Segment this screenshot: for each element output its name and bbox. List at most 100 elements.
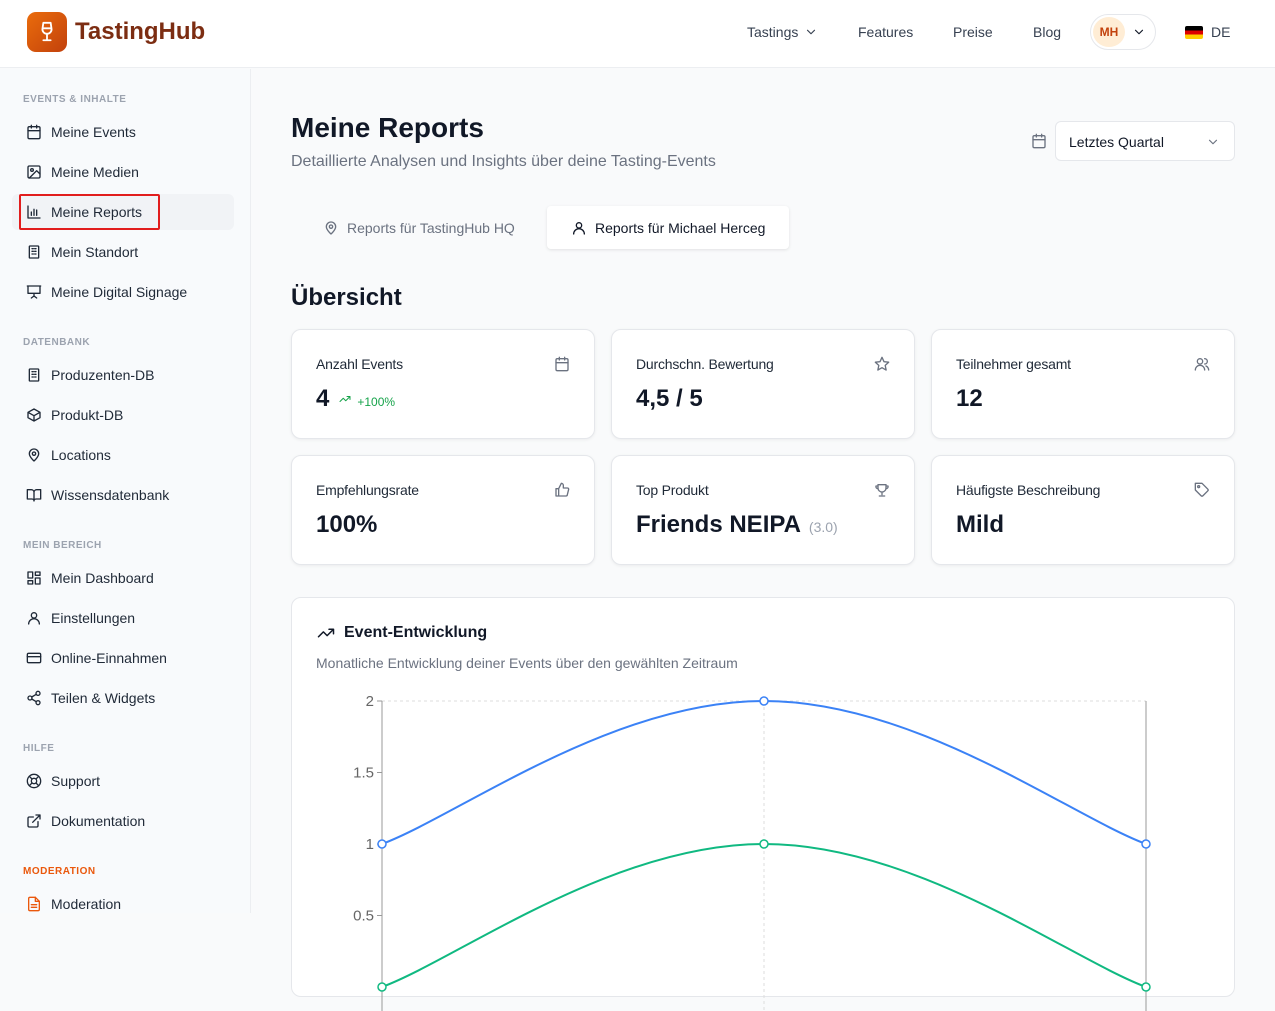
- stat-label: Top Produkt: [636, 482, 709, 498]
- language-label: DE: [1211, 24, 1231, 40]
- trending-up-icon: [317, 628, 335, 638]
- user-menu[interactable]: MH: [1090, 14, 1156, 50]
- book-icon: [26, 489, 42, 502]
- sidebar-item-teilen-widgets[interactable]: Teilen & Widgets: [12, 680, 234, 716]
- sidebar-item-wissensdatenbank[interactable]: Wissensdatenbank: [12, 477, 234, 513]
- map-pin-icon: [325, 220, 337, 235]
- chart-title: Event-Entwicklung: [344, 624, 488, 641]
- sidebar-section-title: MEIN BEREICH: [23, 540, 102, 551]
- german-flag-icon: [1185, 25, 1203, 39]
- y-tick-label: 0.5: [353, 908, 374, 925]
- stat-card-empfehlungsrate: Empfehlungsrate 100%: [291, 455, 595, 565]
- data-point[interactable]: [1141, 982, 1151, 992]
- sidebar-item-label: Einstellungen: [51, 610, 136, 626]
- stat-card-teilnehmer-gesamt: Teilnehmer gesamt 12: [931, 329, 1235, 439]
- event-development-card: Event-Entwicklung Monatliche Entwicklung…: [291, 597, 1235, 1011]
- brand-name[interactable]: TastingHub: [75, 18, 206, 45]
- share-icon: [27, 690, 41, 706]
- stat-label: Anzahl Events: [316, 356, 403, 372]
- stat-value: 4,5 / 5: [636, 385, 703, 412]
- sidebar-item-label: Online-Einnahmen: [51, 650, 167, 666]
- thumbs-up-icon: [555, 482, 570, 497]
- sidebar-item-support[interactable]: Support: [12, 763, 234, 799]
- stat-value: Friends NEIPA: [636, 511, 801, 538]
- sidebar-item-produkt-db[interactable]: Produkt-DB: [12, 397, 234, 433]
- stat-value: 100%: [316, 511, 378, 538]
- sidebar-item-moderation[interactable]: Moderation: [12, 886, 234, 922]
- avatar: MH: [1093, 17, 1125, 47]
- stat-card-top-produkt: Top Produkt Friends NEIPA (3.0): [611, 455, 915, 565]
- sidebar-item-meine-digital-signage[interactable]: Meine Digital Signage: [12, 274, 234, 310]
- tab-michael-herceg[interactable]: Reports für Michael Herceg: [547, 206, 789, 249]
- chart-subtitle: Monatliche Entwicklung deiner Events übe…: [316, 655, 738, 671]
- sidebar-item-locations[interactable]: Locations: [12, 437, 234, 473]
- sidebar-item-mein-dashboard[interactable]: Mein Dashboard: [12, 560, 234, 596]
- user-icon: [573, 221, 585, 235]
- sidebar-item-dokumentation[interactable]: Dokumentation: [12, 803, 234, 839]
- sidebar: EVENTS & INHALTE Meine Events Meine Medien…: [0, 69, 251, 913]
- sidebar-item-label: Dokumentation: [51, 813, 146, 829]
- nav-features[interactable]: Features: [858, 24, 914, 40]
- sidebar-item-online-einnahmen[interactable]: Online-Einnahmen: [12, 640, 234, 676]
- language-switcher[interactable]: DE: [1185, 24, 1230, 40]
- sidebar-item-label: Support: [51, 773, 101, 789]
- page-subtitle: Detaillierte Analysen und Insights über …: [291, 153, 716, 170]
- sidebar-item-label: Moderation: [51, 896, 122, 912]
- nav-blog[interactable]: Blog: [1033, 24, 1062, 40]
- stat-trend: +100%: [357, 395, 396, 409]
- wine-glass-icon: [41, 21, 53, 42]
- y-tick-label: 1: [366, 836, 374, 853]
- data-point[interactable]: [759, 696, 769, 706]
- stat-card-anzahl-events: Anzahl Events 4 +100%: [291, 329, 595, 439]
- stat-label: Durchschn. Bewertung: [636, 356, 774, 372]
- logo[interactable]: [27, 12, 67, 52]
- period-value: Letztes Quartal: [1069, 134, 1164, 150]
- sidebar-section-title: MODERATION: [23, 866, 96, 877]
- credit-card-icon: [26, 652, 42, 664]
- sidebar-item-mein-standort[interactable]: Mein Standort: [12, 234, 234, 270]
- sidebar-item-label: Teilen & Widgets: [51, 690, 156, 706]
- chevron-down-icon: [1134, 29, 1144, 35]
- sidebar-item-label: Produkt-DB: [51, 407, 124, 423]
- data-point[interactable]: [377, 839, 387, 849]
- stat-value: 4: [316, 385, 330, 412]
- user-icon: [28, 612, 40, 625]
- calendar-icon: [1032, 133, 1046, 149]
- sidebar-item-produzenten-db[interactable]: Produzenten-DB: [12, 357, 234, 393]
- external-link-icon: [27, 814, 41, 828]
- map-pin-icon: [28, 448, 40, 462]
- sidebar-item-label: Meine Events: [51, 124, 136, 140]
- tab-tastinghub-hq[interactable]: Reports für TastingHub HQ: [323, 206, 515, 249]
- sidebar-item-meine-reports[interactable]: Meine Reports: [12, 194, 234, 230]
- sidebar-item-label: Mein Standort: [51, 244, 139, 260]
- sidebar-item-label: Mein Dashboard: [51, 570, 154, 586]
- data-point[interactable]: [759, 839, 769, 849]
- y-tick-label: 1.5: [353, 765, 374, 782]
- nav-tastings[interactable]: Tastings: [747, 24, 818, 40]
- trending-up-icon: [339, 396, 351, 402]
- period-select[interactable]: Letztes Quartal: [1055, 121, 1235, 161]
- page-title: Meine Reports: [291, 112, 484, 143]
- stat-card-durchschn-bewertung: Durchschn. Bewertung 4,5 / 5: [611, 329, 915, 439]
- sidebar-item-meine-events[interactable]: Meine Events: [12, 114, 234, 150]
- building-icon: [28, 245, 40, 259]
- tag-icon: [1194, 482, 1209, 497]
- chevron-down-icon: [807, 29, 816, 35]
- stat-label: Häufigste Beschreibung: [956, 482, 1101, 498]
- presentation-icon: [26, 285, 42, 299]
- report-tabs: Reports für TastingHub HQ Reports für Mi…: [291, 204, 791, 250]
- stat-value: 12: [956, 385, 983, 412]
- sidebar-section-title: DATENBANK: [23, 337, 91, 348]
- star-icon: [874, 356, 890, 371]
- data-point[interactable]: [377, 982, 387, 992]
- sidebar-item-einstellungen[interactable]: Einstellungen: [12, 600, 234, 636]
- top-header: TastingHub Tastings Features Preise Blog…: [0, 0, 1275, 68]
- sidebar-item-label: Produzenten-DB: [51, 367, 155, 383]
- nav-preise[interactable]: Preise: [953, 24, 993, 40]
- data-point[interactable]: [1141, 839, 1151, 849]
- nav-label: Tastings: [747, 24, 799, 40]
- sidebar-item-meine-medien[interactable]: Meine Medien: [12, 154, 234, 190]
- chevron-down-icon: [1208, 139, 1218, 145]
- stat-label: Teilnehmer gesamt: [956, 356, 1071, 372]
- building-icon: [28, 368, 40, 382]
